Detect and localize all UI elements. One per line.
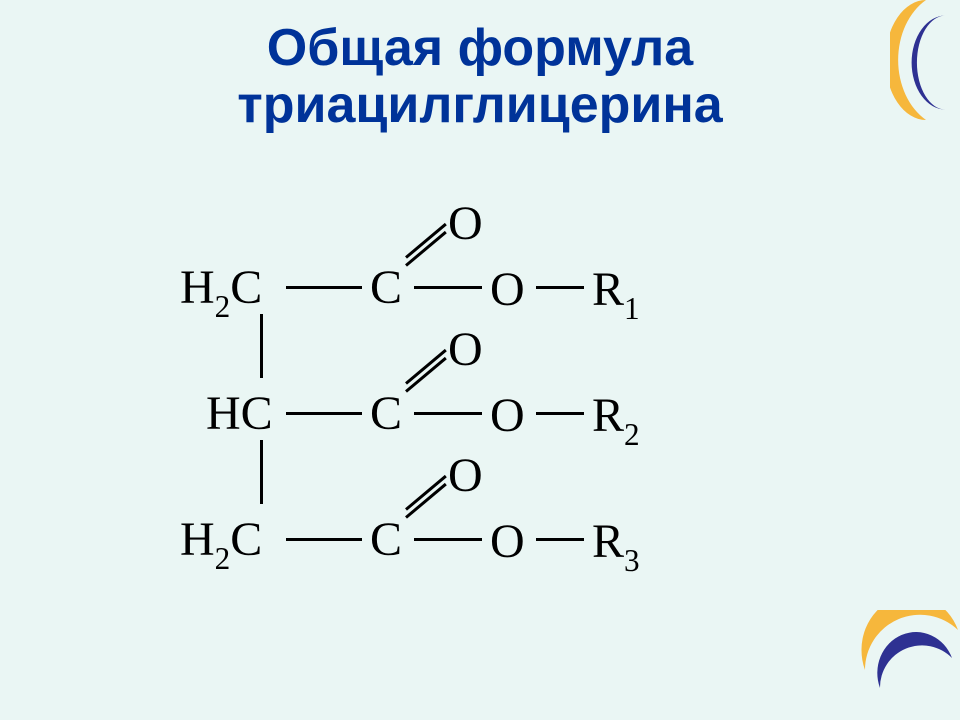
atom-o_dbl_2: O bbox=[448, 322, 483, 377]
slide: Общая формула триацилглицерина H2CCOOR1H… bbox=[0, 0, 960, 720]
atom-r_2: R2 bbox=[592, 388, 640, 450]
bond-single bbox=[286, 412, 362, 415]
bond-vertical bbox=[260, 314, 263, 378]
corner-decoration-bottom-right bbox=[840, 610, 960, 720]
bond-single bbox=[414, 412, 482, 415]
atom-o_2: O bbox=[490, 388, 525, 443]
atom-h2c_3: H2C bbox=[180, 512, 262, 574]
bond-double bbox=[405, 231, 447, 267]
bond-double bbox=[405, 475, 447, 511]
atom-c_2: C bbox=[370, 386, 402, 441]
bond-double bbox=[405, 357, 447, 393]
bond-single bbox=[536, 286, 584, 289]
bond-single bbox=[414, 286, 482, 289]
bond-single bbox=[536, 412, 584, 415]
atom-c_3: C bbox=[370, 512, 402, 567]
bond-single bbox=[414, 538, 482, 541]
bond-single bbox=[286, 538, 362, 541]
atom-r_3: R3 bbox=[592, 514, 640, 576]
title-line-1: Общая формула bbox=[267, 19, 693, 77]
atom-c_1: C bbox=[370, 260, 402, 315]
atom-h2c_1: H2C bbox=[180, 260, 262, 322]
title-line-2: триацилглицерина bbox=[237, 76, 722, 134]
atom-o_dbl_3: O bbox=[448, 448, 483, 503]
atom-r_1: R1 bbox=[592, 262, 640, 324]
bond-double bbox=[405, 349, 447, 385]
atom-o_dbl_1: O bbox=[448, 196, 483, 251]
atom-hc_2: HC bbox=[206, 386, 273, 441]
atom-o_1: O bbox=[490, 262, 525, 317]
bond-double bbox=[405, 483, 447, 519]
bond-single bbox=[286, 286, 362, 289]
bond-vertical bbox=[260, 440, 263, 504]
chemical-structure: H2CCOOR1HCCOOR2H2CCOOR3 bbox=[180, 200, 780, 660]
bond-double bbox=[405, 223, 447, 259]
atom-o_3: O bbox=[490, 514, 525, 569]
bond-single bbox=[536, 538, 584, 541]
slide-title: Общая формула триацилглицерина bbox=[0, 20, 960, 134]
